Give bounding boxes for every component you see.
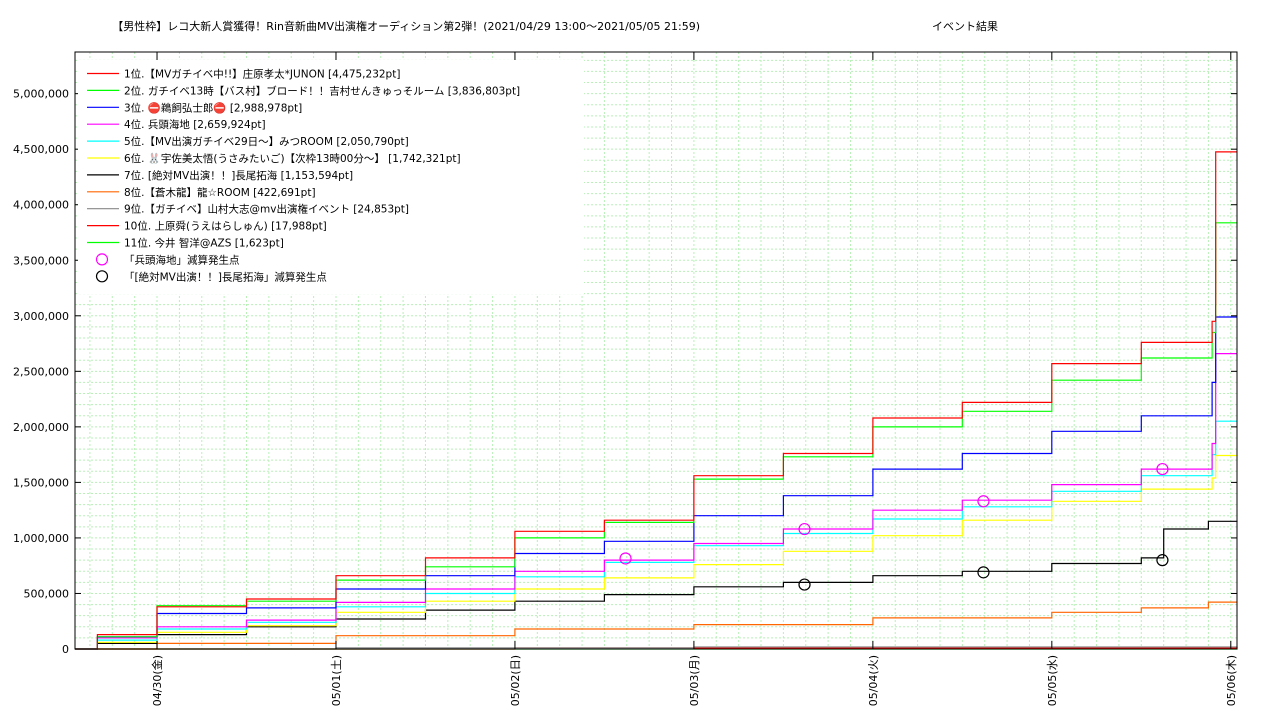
legend-entry: 3位. ⛔鵜飼弘士郎⛔ [2,988,978pt] <box>124 101 302 114</box>
series-line <box>75 420 1237 650</box>
x-tick-label: 05/03(月) <box>688 655 701 706</box>
chart-title: 【男性枠】レコ大新人賞獲得！Rin音新曲MV出演権オーディション第2弾！(202… <box>112 19 700 33</box>
x-tick-label: 05/01(土) <box>330 655 343 706</box>
legend-entry: 4位. 兵頭海地 [2,659,924pt] <box>124 118 266 131</box>
y-tick-label: 2,000,000 <box>13 421 69 434</box>
marker-layer <box>619 462 1169 591</box>
x-tick-label: 05/06(木) <box>1225 655 1238 706</box>
legend-marker-entry: 「兵頭海地」減算発生点 <box>124 253 240 266</box>
y-tick-label: 1,500,000 <box>13 476 69 489</box>
legend-entry: 9位.【ガチイベ】山村大志@mv出演権イベント [24,853pt] <box>124 203 409 216</box>
legend-entry: 10位. 上原舜(うえはらしゅん) [17,988pt] <box>124 220 327 233</box>
y-tick-label: 3,500,000 <box>13 254 69 267</box>
series-line <box>75 151 1237 650</box>
y-tick-label: 3,000,000 <box>13 310 69 323</box>
series-line <box>75 520 1238 650</box>
legend-marker-swatch <box>95 270 109 283</box>
series-line <box>75 353 1237 650</box>
subtraction-marker <box>619 552 632 565</box>
subtraction-marker <box>977 566 990 579</box>
y-tick-label: 4,500,000 <box>13 143 69 156</box>
series-line <box>75 316 1237 650</box>
subtraction-marker <box>798 522 811 536</box>
grid <box>75 52 1237 649</box>
y-tick-label: 4,000,000 <box>13 199 69 212</box>
y-tick-label: 0 <box>62 643 69 656</box>
legend-box <box>78 60 584 294</box>
y-tick-label: 1,000,000 <box>13 532 69 545</box>
x-tick-label: 05/05(水) <box>1046 655 1059 706</box>
legend-entry: 2位. ガチイベ13時【バス村】ブロード！！吉村せんきゅっそルーム [3,836… <box>124 84 520 97</box>
y-tick-label: 500,000 <box>24 587 70 600</box>
legend-entry: 8位.【蒼木龍】龍☆ROOM [422,691pt] <box>124 186 316 199</box>
plot-frame <box>74 51 1238 650</box>
chart-subtitle: イベント結果 <box>932 19 998 33</box>
y-tick-label: 2,500,000 <box>13 365 69 378</box>
subtraction-marker <box>977 495 990 508</box>
legend-marker-entry: 「[絶対MV出演！！]長尾拓海」減算発生点 <box>124 270 327 283</box>
legend-entry: 1位.【MVガチイベ中!!】庄原孝太*JUNON [4,475,232pt] <box>124 68 400 81</box>
series-line <box>75 601 1237 650</box>
x-tick-label: 05/02(日) <box>509 655 522 706</box>
legend-marker-swatch <box>95 253 109 266</box>
subtraction-marker <box>1156 554 1169 567</box>
y-tick-label: 5,000,000 <box>13 88 69 101</box>
x-tick-label: 04/30(金) <box>150 655 164 706</box>
legend-entry: 5位.【MV出演ガチイベ29日〜】みつROOM [2,050,790pt] <box>124 135 409 148</box>
legend-entry: 6位. 🐰宇佐美太悟(うさみたいご)【次枠13時00分〜】 [1,742,321… <box>124 152 461 165</box>
subtraction-marker <box>1156 462 1169 476</box>
legend-entry: 7位. [絶対MV出演！！]長尾拓海 [1,153,594pt] <box>124 169 353 182</box>
legend-entry: 11位. 今井 智洋@AZS [1,623pt] <box>124 237 284 250</box>
axes: 0 500,000 1,000,000 1,500,000 2,000,000 2,500… <box>13 52 1238 706</box>
x-tick-label: 05/04(火) <box>867 655 880 706</box>
legend: 1位.【MVガチイベ中!!】庄原孝太*JUNON [4,475,232pt] 2位… <box>78 60 584 294</box>
subtraction-marker <box>798 578 811 591</box>
